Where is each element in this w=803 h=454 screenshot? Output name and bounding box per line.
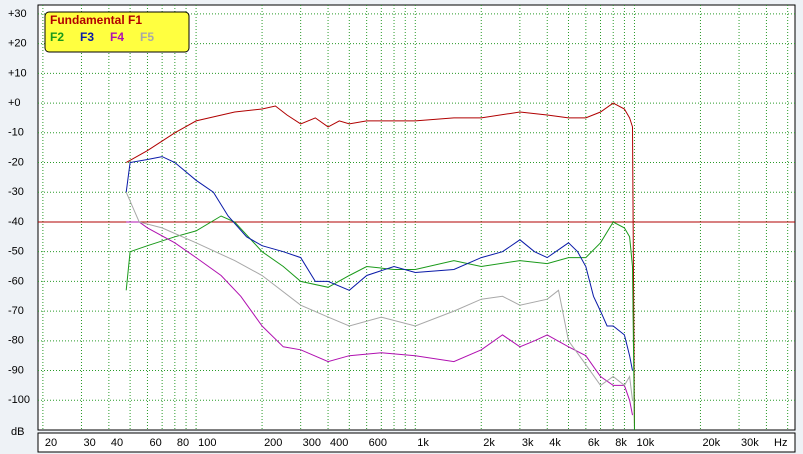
series-line	[125, 156, 633, 371]
x-tick-label: 300	[303, 437, 321, 449]
y-tick-label: -10	[8, 127, 24, 139]
x-tick-label: 30	[83, 437, 95, 449]
y-tick-label: +30	[8, 8, 27, 20]
x-tick-label: 6k	[588, 437, 600, 449]
x-tick-label: 200	[264, 437, 282, 449]
x-tick-label: 20	[45, 437, 57, 449]
series-line	[125, 215, 635, 431]
x-tick-label: 3k	[522, 437, 534, 449]
x-tick-label: 2k	[483, 437, 495, 449]
legend-entry: F4	[110, 30, 124, 44]
legend-box	[44, 11, 190, 53]
x-tick-label: 600	[369, 437, 387, 449]
y-tick-label: -30	[8, 186, 24, 198]
series-line	[126, 221, 633, 416]
x-axis-strip	[37, 432, 796, 453]
y-tick-label: -70	[8, 305, 24, 317]
plot-area	[37, 4, 796, 431]
y-tick-label: +0	[8, 97, 21, 109]
x-tick-label: 30k	[741, 437, 759, 449]
x-tick-label: 100	[198, 437, 216, 449]
y-tick-label: -20	[8, 156, 24, 168]
y-axis-label: dB	[11, 426, 24, 438]
legend-entry: F5	[140, 30, 154, 44]
y-tick-label: -60	[8, 275, 24, 287]
x-axis-label: Hz	[774, 437, 787, 449]
y-tick-label: -50	[8, 246, 24, 258]
x-tick-label: 40	[111, 437, 123, 449]
y-tick-label: +20	[8, 38, 27, 50]
x-tick-label: 10k	[636, 437, 654, 449]
x-tick-label: 1k	[417, 437, 429, 449]
y-tick-label: -40	[8, 216, 24, 228]
x-tick-label: 60	[149, 437, 161, 449]
y-tick-label: -100	[8, 394, 30, 406]
y-tick-label: -80	[8, 335, 24, 347]
legend-entry: Fundamental F1	[50, 13, 142, 27]
legend-entry: F3	[80, 30, 94, 44]
x-tick-label: 400	[330, 437, 348, 449]
y-tick-label: -90	[8, 364, 24, 376]
x-tick-label: 4k	[549, 437, 561, 449]
x-tick-label: 20k	[702, 437, 720, 449]
legend-entry: F2	[50, 30, 64, 44]
series-line	[125, 102, 635, 431]
x-tick-label: 8k	[615, 437, 627, 449]
series-line	[125, 192, 633, 401]
x-tick-label: 80	[177, 437, 189, 449]
y-tick-label: +10	[8, 67, 27, 79]
